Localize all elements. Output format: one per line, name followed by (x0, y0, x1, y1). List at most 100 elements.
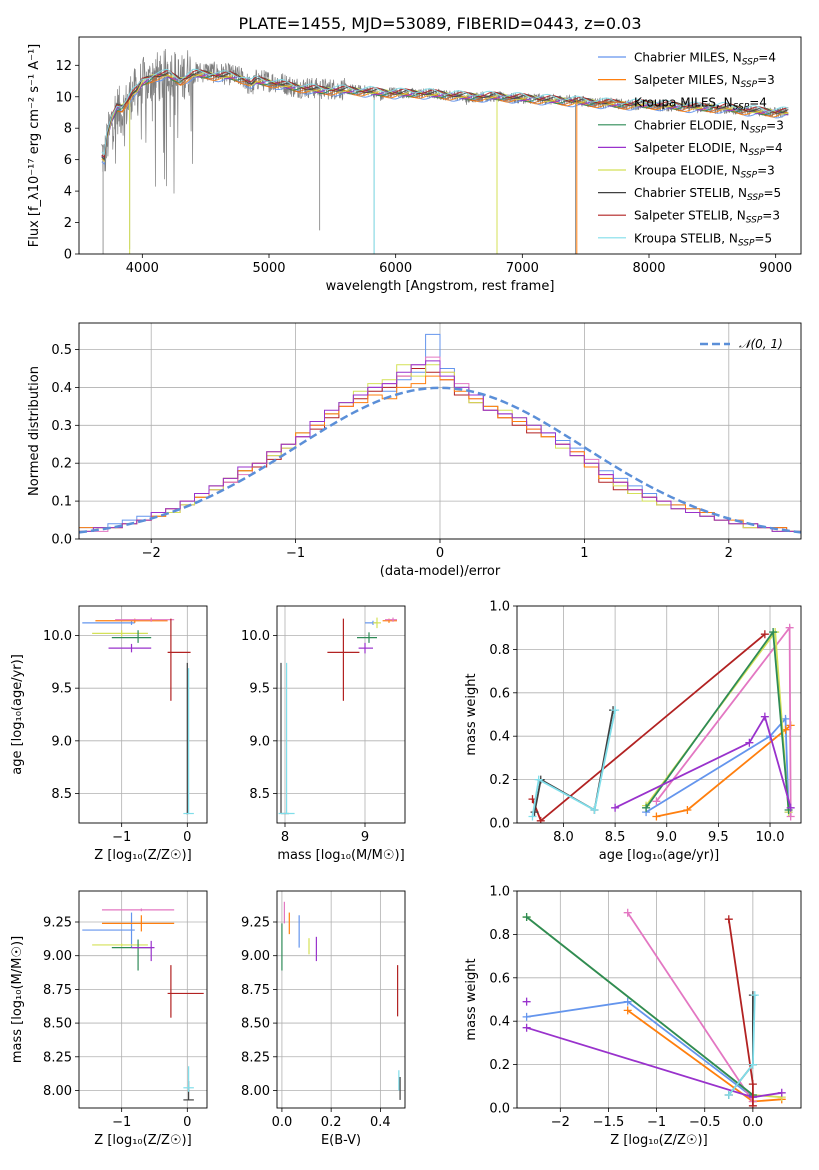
x-axis-label: age [log₁₀(age/yr)] (599, 848, 720, 863)
x-tick-label: 1 (580, 546, 588, 561)
y-tick-label: 0.8 (489, 643, 510, 658)
errorbar-2 (101, 908, 175, 912)
weight-marker (785, 623, 794, 632)
y-tick-label: 4 (64, 185, 72, 200)
x-tick-label: −2 (551, 1115, 570, 1130)
errorbar-5 (108, 643, 152, 653)
weight-marker (724, 1090, 733, 1099)
weight-marker (652, 797, 661, 806)
y-tick-label: 10.0 (241, 629, 270, 644)
y-tick-label: 0.0 (489, 817, 510, 832)
legend-rest: =3 (757, 73, 775, 87)
x-tick-label: 6000 (379, 261, 412, 276)
x-axis-label: Z [log₁₀(Z/Z☉)] (610, 1133, 707, 1148)
y-tick-label: 9.00 (241, 949, 270, 964)
x-tick-label: 4000 (126, 261, 159, 276)
axes-frame (78, 322, 802, 540)
weight-marker (786, 812, 795, 821)
y-tick-label: 8.50 (43, 1017, 72, 1032)
y-tick-label: 9.25 (241, 916, 270, 931)
weight-line-7 (533, 710, 614, 813)
weight-line-0 (645, 716, 790, 813)
weight-line-2 (655, 625, 792, 817)
spectrum-panel: 4000 5000 6000 7000 8000 9000 0 2 4 6 8 10 12 wavelen… (27, 36, 802, 294)
weight-marker (777, 1088, 786, 1097)
y-tick-label: 12 (55, 59, 72, 74)
y-tick-label: 1.0 (489, 885, 510, 900)
y-tick-label: 9.5 (51, 682, 72, 697)
legend-entry-3: Chabrier ELODIE, NSSP=3 (634, 118, 784, 135)
weight-lines (528, 623, 795, 823)
y-tick-label: 0.6 (489, 971, 510, 986)
weight-marker (623, 997, 632, 1006)
y-axis-label: mass weight (464, 958, 479, 1040)
x-tick-label: −1.5 (593, 1115, 625, 1130)
y-axis-label: age [log₁₀(age/yr)] (10, 654, 25, 775)
legend-rest: =3 (766, 118, 784, 132)
errorbar-5 (131, 940, 155, 962)
y-tick-label: 8.50 (241, 1017, 270, 1032)
legend-rest: =4 (758, 51, 776, 65)
legend-subscript: SSP (738, 238, 755, 248)
y-tick-label: 8.5 (249, 787, 270, 802)
errorbar-2 (385, 617, 397, 622)
errorbar-0 (82, 912, 135, 948)
legend-rest: =5 (764, 186, 782, 200)
x-tick-label: −0.5 (689, 1115, 721, 1130)
weight-marker (534, 775, 543, 784)
errorbar-8 (183, 1066, 194, 1092)
spectrum-lines (101, 48, 789, 254)
y-tick-label: 8.25 (43, 1050, 72, 1065)
x-tick-label: 0.0 (272, 1115, 293, 1130)
model-line-4 (101, 72, 789, 162)
weight-marker (724, 915, 733, 924)
y-tick-label: 8.75 (241, 983, 270, 998)
x-tick-label: 8 (281, 830, 289, 845)
errorbars (278, 617, 397, 815)
weight-marker (522, 913, 531, 922)
x-axis-label: Z [log₁₀(Z/Z☉)] (94, 848, 191, 863)
x-axis-label: Z [log₁₀(Z/Z☉)] (94, 1133, 191, 1148)
weight-marker (590, 805, 599, 814)
weight-marker (623, 908, 632, 917)
weight-marker (522, 1012, 531, 1021)
axes-frame (276, 605, 406, 824)
errorbar-8 (278, 662, 295, 815)
x-tick-label: −1 (286, 546, 305, 561)
weight-marker (652, 812, 661, 821)
y-tick-label: 0.3 (51, 419, 72, 434)
errorbar-8 (183, 668, 194, 815)
y-tick-label: 0.2 (51, 457, 72, 472)
histogram-5 (79, 360, 801, 539)
axes-frame (78, 890, 208, 1109)
x-tick-label: 0.0 (743, 1115, 764, 1130)
weight-marker (760, 630, 769, 639)
weight-marker (748, 1060, 757, 1069)
y-tick-label: 0.0 (489, 1102, 510, 1117)
weight-marker (748, 1080, 757, 1089)
y-tick-label: 6 (64, 153, 72, 168)
legend-rest: =3 (762, 209, 780, 223)
x-tick-label: 9.5 (708, 830, 729, 845)
x-tick-label: 5000 (252, 261, 285, 276)
y-tick-label: 8.75 (43, 983, 72, 998)
axes-frame (78, 605, 208, 824)
weight-vs-age-panel: 8.0 8.5 9.0 9.5 10.0 0.0 0.2 0.4 0.6 0.8 1.0 age [l… (464, 600, 802, 863)
weight-line-1 (656, 724, 792, 818)
weight-marker (642, 803, 651, 812)
errorbar-6 (327, 618, 360, 701)
errorbar-1 (101, 915, 175, 932)
x-axis-label: mass [log₁₀(M/M☉)] (277, 848, 404, 863)
legend: 𝒩(0, 1) (700, 337, 783, 351)
weight-marker (745, 738, 754, 747)
legend-subscript: SSP (733, 103, 750, 113)
weight-marker (748, 1101, 757, 1108)
errorbar-4 (357, 632, 377, 643)
y-tick-label: 9.0 (249, 734, 270, 749)
x-tick-label: 0 (183, 1115, 191, 1130)
weight-marker (528, 812, 537, 821)
weight-marker (611, 803, 620, 812)
legend-rest: =4 (765, 141, 783, 155)
legend-entry-1: Salpeter MILES, NSSP=3 (634, 73, 775, 90)
x-tick-label: 9.0 (656, 830, 677, 845)
